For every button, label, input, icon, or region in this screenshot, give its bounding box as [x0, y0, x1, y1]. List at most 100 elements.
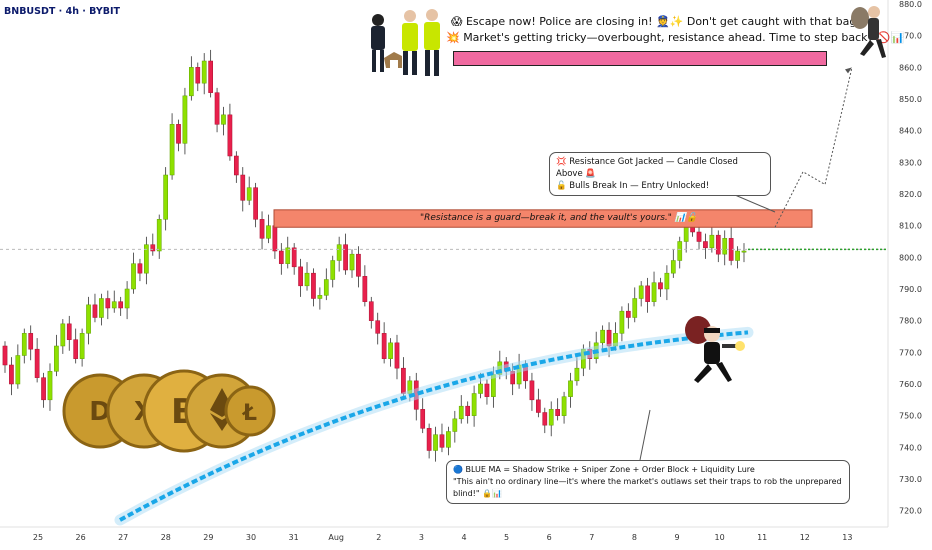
pink-highlight-box — [453, 51, 827, 66]
candle-body — [195, 67, 201, 84]
candle-body — [638, 285, 644, 299]
candle-body — [529, 380, 535, 401]
y-tick-label: 830.0 — [899, 158, 922, 167]
candle — [703, 233, 708, 259]
candle — [304, 262, 310, 291]
candle — [670, 249, 676, 278]
candle-body — [420, 409, 426, 429]
candle — [28, 325, 34, 361]
y-tick-label: 820.0 — [899, 190, 922, 199]
candle-body — [536, 399, 541, 413]
x-tick-label: 25 — [33, 533, 43, 542]
candle — [465, 401, 471, 424]
price-axis-background — [888, 0, 932, 550]
candle — [651, 271, 657, 307]
candle-body — [15, 355, 21, 385]
candle — [201, 53, 207, 95]
candle-body — [362, 276, 368, 302]
candle — [227, 103, 233, 161]
candle-body — [233, 155, 239, 176]
candle — [368, 296, 374, 329]
candle — [741, 243, 747, 263]
y-tick-label: 860.0 — [899, 63, 922, 72]
candle-body — [169, 124, 175, 176]
candle — [311, 268, 316, 307]
candle-body — [433, 434, 438, 451]
candle — [439, 423, 445, 453]
candle — [529, 372, 535, 411]
candle — [446, 426, 451, 456]
candle-body — [73, 339, 79, 359]
candle-body — [458, 405, 464, 420]
candle-body — [60, 323, 66, 347]
candle-body — [131, 263, 136, 290]
candle — [381, 322, 387, 364]
candle — [317, 287, 323, 310]
x-tick-label: 2 — [376, 533, 381, 542]
candle — [709, 224, 715, 253]
candle — [343, 233, 348, 275]
x-tick-label: 7 — [589, 533, 594, 542]
candle — [536, 388, 541, 418]
candle-body — [548, 409, 554, 426]
x-tick-label: 29 — [203, 533, 213, 542]
candle — [92, 293, 98, 323]
candle — [60, 319, 66, 354]
candle — [240, 167, 246, 212]
y-tick-label: 740.0 — [899, 443, 922, 452]
candle-body — [651, 282, 657, 302]
candle — [47, 363, 53, 411]
candle-body — [722, 238, 728, 255]
callout-blue-ma: 🔵 BLUE MA = Shadow Strike + Sniper Zone … — [446, 460, 850, 504]
target-arrowhead — [845, 67, 852, 74]
x-tick-label: 30 — [246, 533, 256, 542]
callout-resistance-line-2: 🔓 Bulls Break In — Entry Unlocked! — [556, 181, 710, 191]
candle — [278, 243, 284, 275]
callout-resistance-pointer — [734, 194, 776, 213]
candle — [118, 296, 124, 316]
candle — [66, 315, 72, 351]
candle — [433, 426, 438, 462]
candle — [15, 344, 21, 389]
candle-body — [311, 272, 316, 299]
candle-body — [189, 67, 194, 97]
candle — [144, 236, 149, 285]
candle — [21, 328, 27, 364]
candle-body — [336, 244, 342, 261]
candle-body — [156, 219, 162, 252]
candle-body — [349, 253, 355, 271]
candle — [330, 255, 336, 288]
candle — [323, 268, 329, 301]
running-thief-image — [848, 4, 888, 66]
candle-body — [278, 250, 284, 264]
candle-body — [696, 231, 702, 242]
candle-body — [150, 244, 156, 252]
candle — [124, 281, 130, 320]
candle-body — [118, 301, 124, 309]
x-tick-label: 3 — [419, 533, 424, 542]
robber-with-flashlight-image — [682, 308, 752, 388]
candle-body — [291, 247, 297, 268]
resistance-zone-label: "Resistance is a guard—break it, and the… — [420, 213, 698, 223]
candle-body — [221, 114, 226, 125]
candle-body — [484, 383, 490, 397]
candle-body — [272, 225, 278, 252]
candle-body — [574, 367, 580, 382]
x-tick-label: 10 — [715, 533, 725, 542]
x-tick-label: 9 — [674, 533, 679, 542]
candle — [208, 49, 213, 98]
banner-line-2: 💥 Market's getting tricky—overbought, re… — [446, 31, 905, 44]
x-tick-label: 11 — [757, 533, 767, 542]
candle — [632, 287, 638, 323]
candle-body — [214, 92, 220, 125]
candle — [452, 410, 458, 443]
candle-body — [227, 114, 233, 157]
candle-body — [555, 409, 560, 416]
candle-body — [664, 272, 670, 290]
candle-body — [670, 260, 676, 274]
x-tick-label: 26 — [76, 533, 86, 542]
police-officers-image — [366, 6, 446, 80]
candle-body — [105, 298, 111, 309]
banner-line-1: 😱 Escape now! Police are closing in! 👮✨ … — [451, 15, 860, 28]
